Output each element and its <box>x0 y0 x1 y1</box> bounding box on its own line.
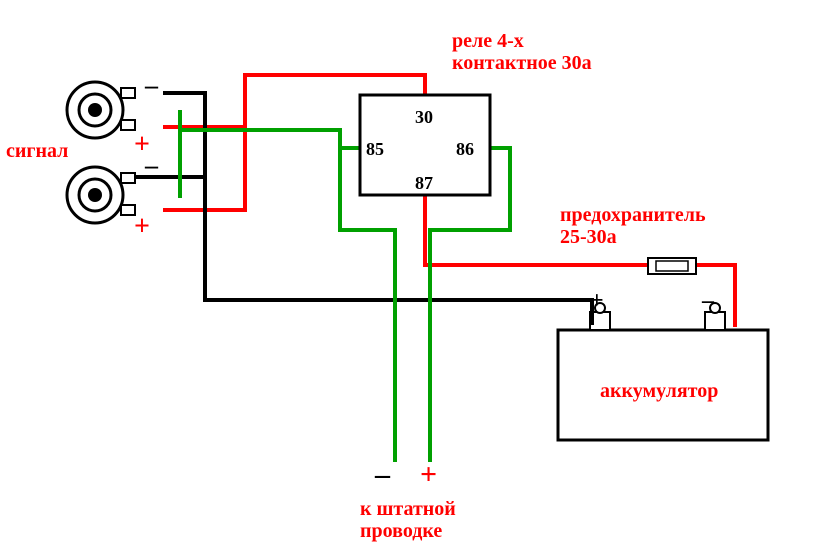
horn2-minus-label: – <box>145 152 158 181</box>
to-wiring-label: к штатной проводке <box>360 498 456 542</box>
horn-term-top-1 <box>121 173 135 183</box>
horn-center-0 <box>88 103 102 117</box>
battery-minus-label: – <box>702 288 714 314</box>
battery-plus-label: + <box>590 288 604 314</box>
wiring-diagram <box>0 0 823 558</box>
battery-label: аккумулятор <box>600 380 718 402</box>
relay-title-label: реле 4-х контактное 30а <box>452 30 592 74</box>
wiring-minus-label: – <box>375 458 390 491</box>
battery-terminal-1 <box>705 312 725 330</box>
horn-center-1 <box>88 188 102 202</box>
pin-87-label: 87 <box>415 174 433 194</box>
horn-term-bot-0 <box>121 120 135 130</box>
horn2-plus-label: + <box>134 212 150 243</box>
signal-label: сигнал <box>6 140 68 162</box>
pin-30-label: 30 <box>415 108 433 128</box>
wiring-plus-label: + <box>420 458 437 491</box>
pin-86-label: 86 <box>456 140 474 160</box>
horn-term-bot-1 <box>121 205 135 215</box>
pin-85-label: 85 <box>366 140 384 160</box>
fuse-label: предохранитель 25-30а <box>560 204 706 248</box>
horn1-minus-label: – <box>145 72 158 101</box>
horn-term-top-0 <box>121 88 135 98</box>
